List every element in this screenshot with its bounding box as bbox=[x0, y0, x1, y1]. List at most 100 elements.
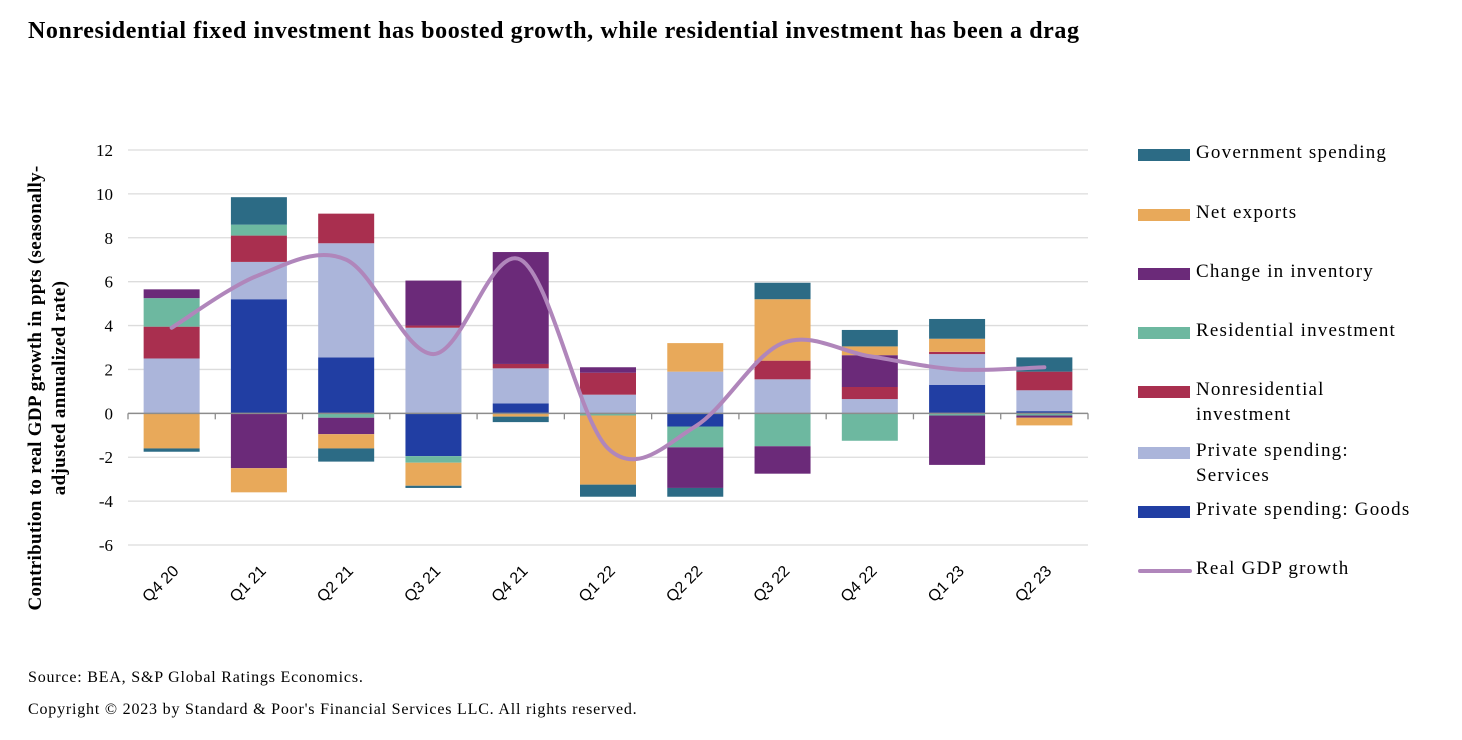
bar-private-spending-goods bbox=[405, 413, 462, 457]
bar-government-spending bbox=[580, 484, 636, 497]
legend-item: Real GDP growth bbox=[1138, 556, 1446, 581]
x-tick-label: Q1 22 bbox=[576, 563, 619, 606]
bar-government-spending bbox=[405, 485, 462, 488]
bar-residential-investment bbox=[754, 413, 811, 447]
y-tick-label: 6 bbox=[105, 273, 114, 292]
x-tick-label: Q3 22 bbox=[751, 563, 794, 606]
bar-residential-investment bbox=[580, 413, 636, 416]
bar-residential-investment bbox=[405, 456, 462, 463]
legend-item: Net exports bbox=[1138, 200, 1446, 225]
bar-nonresidential-investment bbox=[1016, 371, 1073, 391]
legend-color-swatch bbox=[1138, 268, 1190, 280]
legend-color-swatch bbox=[1138, 209, 1190, 221]
y-tick-label: 2 bbox=[105, 360, 114, 379]
bar-government-spending bbox=[230, 197, 287, 225]
legend-label: Net exports bbox=[1196, 202, 1298, 223]
bar-net-exports bbox=[492, 413, 549, 417]
source-note: Source: BEA, S&P Global Ratings Economic… bbox=[28, 669, 364, 686]
bar-private-spending-services bbox=[143, 358, 200, 414]
bar-residential-investment bbox=[841, 413, 898, 441]
bar-series bbox=[143, 197, 1073, 497]
bar-change-in-inventory bbox=[1016, 415, 1073, 418]
y-tick-label: 0 bbox=[105, 404, 114, 423]
footer: Source: BEA, S&P Global Ratings Economic… bbox=[28, 662, 637, 726]
x-tick-label: Q2 21 bbox=[314, 563, 357, 606]
bar-change-in-inventory bbox=[580, 367, 636, 373]
bar-private-spending-goods bbox=[318, 357, 375, 414]
x-axis-ticks: Q4 20 Q1 21 Q2 21 Q3 21 Q4 21 Q1 22 Q2 22 Q3 22… bbox=[140, 563, 1056, 606]
bar-nonresidential-investment bbox=[580, 372, 636, 395]
bar-change-in-inventory bbox=[754, 446, 811, 474]
bar-change-in-inventory bbox=[492, 252, 549, 364]
bar-government-spending bbox=[492, 416, 549, 423]
bar-nonresidential-investment bbox=[143, 326, 200, 359]
bar-residential-investment bbox=[667, 426, 724, 448]
bar-government-spending bbox=[667, 487, 724, 497]
bar-nonresidential-investment bbox=[754, 360, 811, 380]
bar-change-in-inventory bbox=[405, 280, 462, 326]
bar-private-spending-goods bbox=[1016, 411, 1073, 414]
x-tick-label: Q4 22 bbox=[838, 563, 881, 606]
legend-item: Change in inventory bbox=[1138, 259, 1446, 284]
bar-change-in-inventory bbox=[667, 447, 724, 488]
y-tick-label: -6 bbox=[99, 536, 113, 555]
copyright-note: Copyright © 2023 by Standard & Poor's Fi… bbox=[28, 701, 638, 718]
x-axis bbox=[127, 412, 1089, 420]
legend-label: Change in inventory bbox=[1196, 261, 1374, 282]
y-axis-ticks: 12 10 8 6 4 2 0 -2 -4 -6 bbox=[96, 141, 114, 555]
bar-change-in-inventory bbox=[929, 415, 986, 465]
bar-nonresidential-investment bbox=[405, 325, 462, 328]
bar-net-exports bbox=[230, 468, 287, 493]
legend-line-swatch bbox=[1138, 569, 1192, 573]
x-tick-label: Q4 21 bbox=[489, 563, 532, 606]
bar-residential-investment bbox=[929, 413, 986, 416]
bar-nonresidential-investment bbox=[841, 387, 898, 400]
bar-nonresidential-investment bbox=[318, 213, 375, 244]
bar-government-spending bbox=[929, 318, 986, 339]
bar-government-spending bbox=[754, 282, 811, 300]
bar-net-exports bbox=[143, 413, 200, 449]
legend-item: Private spending: Services bbox=[1138, 438, 1386, 488]
bar-private-spending-services bbox=[318, 243, 375, 358]
bar-private-spending-services bbox=[1016, 390, 1073, 412]
bar-private-spending-goods bbox=[929, 384, 986, 414]
legend-label: Real GDP growth bbox=[1196, 558, 1350, 579]
bar-private-spending-goods bbox=[492, 403, 549, 414]
bar-net-exports bbox=[1016, 417, 1073, 426]
bar-net-exports bbox=[841, 346, 898, 356]
y-tick-label: 10 bbox=[96, 185, 113, 204]
chart-title: Nonresidential fixed investment has boos… bbox=[28, 18, 1080, 44]
bar-net-exports bbox=[667, 343, 724, 372]
legend-label: Residential investment bbox=[1196, 320, 1397, 341]
legend-label: Private spending: Services bbox=[1196, 440, 1349, 486]
y-tick-label: 12 bbox=[96, 141, 113, 160]
y-tick-label: 8 bbox=[105, 229, 114, 248]
bar-residential-investment bbox=[1016, 413, 1073, 416]
legend-color-swatch bbox=[1138, 386, 1190, 398]
legend-label: Private spending: Goods bbox=[1196, 499, 1411, 520]
bar-net-exports bbox=[929, 338, 986, 352]
y-tick-label: 4 bbox=[105, 317, 114, 336]
x-tick-label: Q2 23 bbox=[1012, 563, 1055, 606]
bar-private-spending-services bbox=[841, 399, 898, 414]
y-tick-label: -4 bbox=[99, 492, 114, 511]
bar-residential-investment bbox=[143, 298, 200, 327]
legend-label: Nonresidential investment bbox=[1196, 379, 1325, 425]
legend-color-swatch bbox=[1138, 149, 1190, 161]
bar-residential-investment bbox=[318, 413, 375, 418]
x-tick-label: Q1 23 bbox=[925, 563, 968, 606]
legend-color-swatch bbox=[1138, 327, 1190, 339]
bar-net-exports bbox=[318, 434, 375, 449]
bar-private-spending-services bbox=[754, 379, 811, 414]
bar-change-in-inventory bbox=[230, 413, 287, 469]
bar-private-spending-services bbox=[492, 368, 549, 404]
legend-color-swatch bbox=[1138, 506, 1190, 518]
bar-nonresidential-investment bbox=[230, 235, 287, 262]
bar-government-spending bbox=[143, 448, 200, 452]
bar-private-spending-goods bbox=[230, 299, 287, 414]
x-tick-label: Q2 22 bbox=[663, 563, 706, 606]
legend-item: Residential investment bbox=[1138, 318, 1446, 343]
bar-private-spending-services bbox=[667, 371, 724, 414]
bar-government-spending bbox=[841, 329, 898, 347]
